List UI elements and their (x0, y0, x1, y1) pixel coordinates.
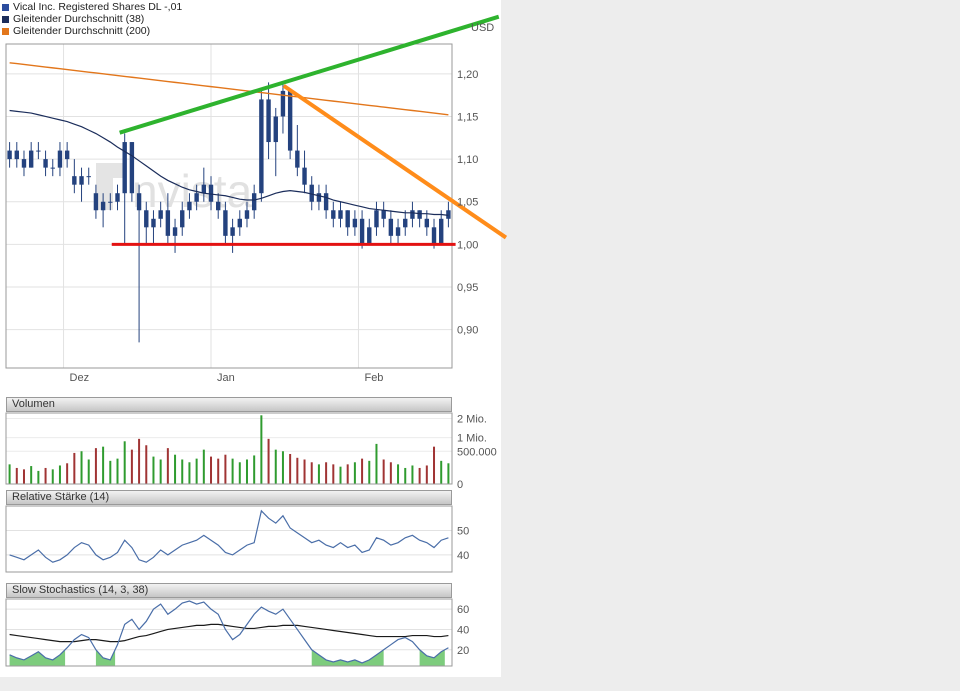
ma38-line (9, 109, 449, 216)
rsi-line (9, 509, 449, 563)
trendline-up (119, 14, 500, 135)
svg-text:1,15: 1,15 (457, 111, 478, 123)
rsi-panel-header: Relative Stärke (14) (6, 490, 452, 505)
stochastics-panel-title: Slow Stochastics (14, 3, 38) (12, 584, 149, 596)
volume-axis-labels: 2 Mio. 1 Mio.500.000 0 (457, 414, 497, 491)
svg-text:500.000: 500.000 (457, 446, 497, 458)
svg-text:40: 40 (457, 624, 469, 636)
svg-text:20: 20 (457, 645, 469, 657)
volume-bars (8, 415, 450, 484)
svg-text:Jan: Jan (217, 372, 235, 384)
rsi-panel-title: Relative Stärke (14) (12, 491, 110, 503)
price-pane: nvistaUSD1,201,151,101,051,000,950,90Dez… (5, 14, 508, 384)
legend-item-instrument: Vical Inc. Registered Shares DL -,01 (2, 1, 182, 13)
instrument-swatch-icon (2, 3, 9, 11)
volume-panel-header: Volumen (6, 397, 452, 412)
price-axis-labels: USD 1,20 1,15 1,10 1,05 1,00 0,95 0,90 Dez Jan Feb (70, 22, 495, 384)
svg-text:1,00: 1,00 (457, 239, 478, 251)
chart-content: nvista USD 1,20 1,15 1,10 1,05 1,00 0,95 0,90 Dez… (0, 0, 508, 677)
stochastics-axis-labels: 60 40 20 (457, 604, 469, 657)
svg-text:1,20: 1,20 (457, 69, 478, 81)
svg-text:1 Mio.: 1 Mio. (457, 433, 487, 445)
legend-ma38-label: Gleitender Durchschnitt (38) (13, 13, 145, 25)
svg-text:60: 60 (457, 604, 469, 616)
price-gridlines (6, 44, 452, 368)
svg-text:0: 0 (457, 479, 463, 491)
ma200-line (9, 62, 449, 116)
svg-text:Feb: Feb (364, 372, 383, 384)
rsi-axis-labels: 50 40 (457, 525, 469, 561)
currency-label: USD (471, 22, 494, 34)
volume-panel-title: Volumen (12, 398, 55, 410)
ma200-swatch-icon (2, 27, 9, 35)
svg-text:50: 50 (457, 525, 469, 537)
ma38-swatch-icon (2, 15, 9, 23)
volume-pane: 2 Mio. 1 Mio.500.000 0 (5, 412, 497, 491)
stochastic-signal-line (9, 623, 449, 643)
svg-text:2 Mio.: 2 Mio. (457, 414, 487, 426)
trendline-down (282, 84, 508, 240)
svg-text:0,90: 0,90 (457, 325, 478, 337)
legend-item-ma38: Gleitender Durchschnitt (38) (2, 13, 182, 25)
legend-instrument-label: Vical Inc. Registered Shares DL -,01 (13, 1, 183, 13)
svg-text:40: 40 (457, 550, 469, 562)
svg-text:1,10: 1,10 (457, 154, 478, 166)
svg-text:0,95: 0,95 (457, 282, 478, 294)
stochastics-pane: 60 40 20 (5, 598, 469, 667)
rsi-pane: 50 40 (5, 505, 469, 573)
stochastic-stochastic-line (9, 600, 449, 664)
legend-ma200-label: Gleitender Durchschnitt (200) (13, 25, 151, 37)
legend-item-ma200: Gleitender Durchschnitt (200) (2, 25, 182, 37)
chart-legend: Vical Inc. Registered Shares DL -,01 Gle… (2, 1, 182, 37)
svg-text:Dez: Dez (70, 372, 90, 384)
svg-text:1,05: 1,05 (457, 197, 478, 209)
chart-canvas: nvistaUSD1,201,151,101,051,000,950,90Dez… (5, 14, 508, 667)
stochastics-panel-header: Slow Stochastics (14, 3, 38) (6, 583, 452, 598)
